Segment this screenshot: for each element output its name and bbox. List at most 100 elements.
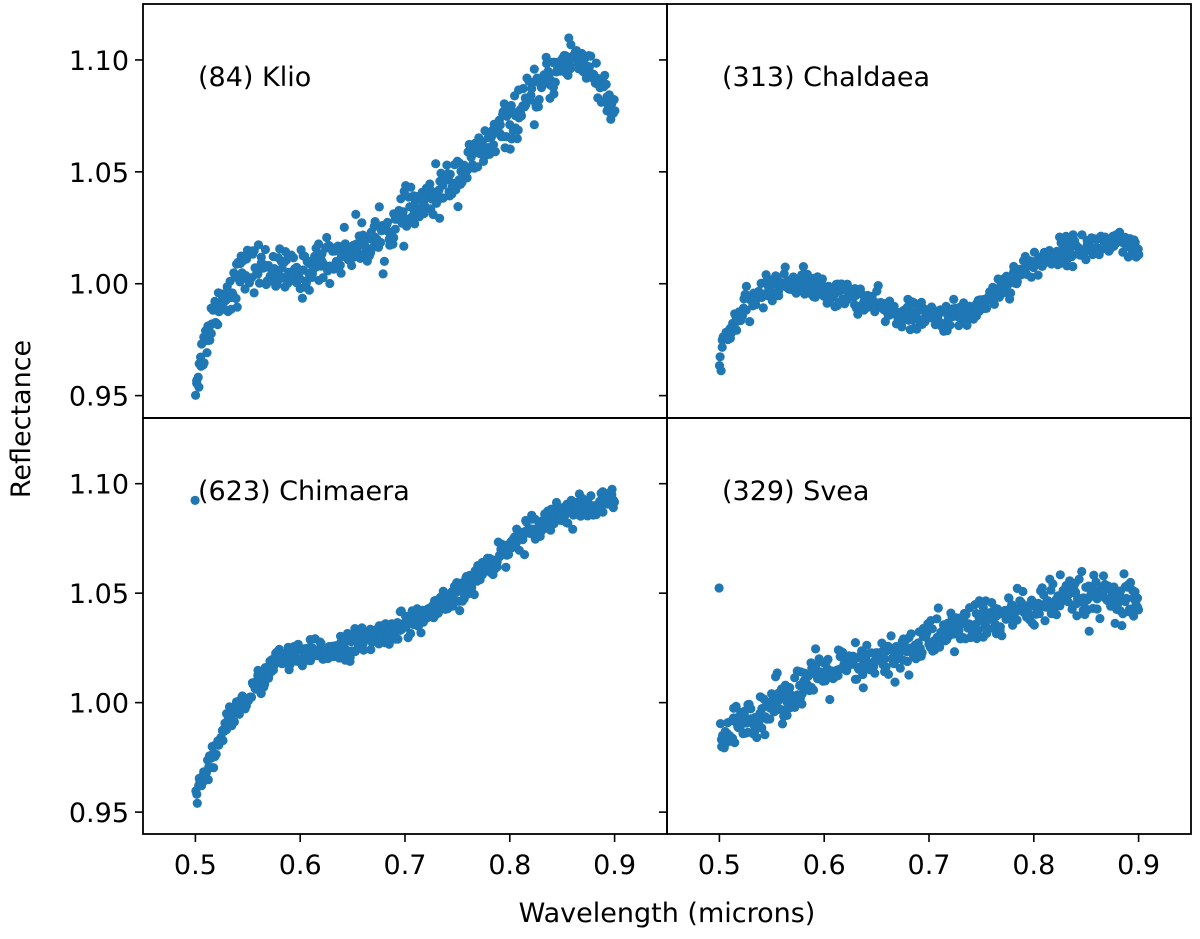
panel-1: 0.95 1.00 1.05 1.10 (84) Klio	[69, 3, 668, 419]
data-point	[586, 51, 596, 61]
data-point	[501, 562, 511, 572]
data-point	[399, 241, 409, 251]
data-point	[442, 160, 452, 170]
data-point	[379, 256, 389, 266]
x-tick-label: 0.8	[1012, 850, 1055, 881]
data-point	[1074, 574, 1084, 584]
x-tick-label: 0.8	[488, 850, 531, 881]
data-point	[213, 320, 223, 330]
data-point	[565, 64, 576, 74]
data-point	[906, 629, 916, 639]
data-point	[825, 694, 835, 705]
data-point	[897, 322, 907, 332]
data-point	[492, 562, 502, 572]
data-point	[598, 507, 608, 517]
y-tick-label: 0.95	[69, 798, 129, 829]
data-point	[730, 738, 740, 748]
data-point	[550, 77, 560, 87]
data-points	[714, 227, 1144, 376]
data-point	[335, 260, 345, 270]
data-point	[199, 358, 209, 368]
data-point	[1037, 583, 1047, 593]
data-point	[1068, 261, 1078, 272]
data-point	[249, 288, 259, 298]
x-tick-label: 0.9	[1117, 850, 1160, 881]
data-point	[232, 302, 242, 312]
data-point	[1034, 609, 1044, 619]
x-tick-label: 0.7	[384, 850, 427, 881]
data-point	[202, 348, 212, 358]
data-point	[351, 209, 361, 219]
data-point	[203, 775, 213, 785]
x-tick-label: 0.6	[803, 850, 846, 881]
data-point	[357, 218, 367, 228]
data-point	[191, 390, 201, 400]
y-tick-label: 1.05	[69, 158, 129, 189]
data-point	[513, 125, 523, 135]
data-point	[772, 668, 782, 678]
data-point	[883, 669, 894, 680]
data-point	[811, 644, 821, 654]
panel-title: (623) Chimaera	[198, 476, 410, 507]
data-point	[416, 628, 426, 638]
data-point	[325, 278, 335, 289]
data-point	[808, 685, 819, 695]
data-point	[817, 274, 828, 284]
data-point	[551, 497, 562, 508]
data-point	[359, 645, 369, 655]
data-point	[1129, 611, 1139, 621]
data-point	[760, 730, 770, 740]
data-point	[954, 626, 964, 636]
data-point	[1132, 593, 1143, 603]
data-point	[389, 233, 399, 243]
data-point	[253, 240, 264, 250]
data-point	[1029, 620, 1039, 630]
data-point	[406, 182, 416, 192]
data-point	[519, 550, 530, 560]
data-point	[904, 670, 914, 680]
data-point	[1134, 250, 1144, 260]
data-point	[1109, 582, 1119, 592]
data-point	[445, 169, 455, 179]
data-point	[1125, 577, 1136, 588]
data-point	[549, 89, 559, 99]
data-point	[206, 328, 216, 339]
data-point	[516, 111, 527, 121]
data-point	[935, 642, 945, 652]
data-point	[231, 293, 241, 304]
data-point	[193, 372, 203, 382]
data-point	[505, 144, 515, 154]
data-point	[586, 491, 596, 501]
data-point	[610, 106, 620, 116]
data-points	[714, 566, 1144, 753]
data-point	[1012, 615, 1022, 625]
data-point	[591, 58, 601, 68]
data-point	[192, 789, 202, 799]
data-point	[917, 648, 927, 658]
y-tick-label: 1.00	[69, 689, 129, 720]
data-point	[852, 674, 862, 684]
x-tick-label: 0.9	[593, 850, 636, 881]
data-point	[406, 628, 416, 639]
data-point	[1040, 616, 1050, 626]
data-point	[995, 622, 1006, 632]
data-point	[609, 497, 620, 507]
data-point	[376, 237, 386, 247]
panel-2: (313) Chaldaea	[659, 3, 1192, 419]
data-point	[410, 219, 420, 229]
data-point	[393, 634, 403, 644]
data-point	[890, 677, 900, 687]
data-point	[209, 763, 219, 773]
y-tick-label: 1.10	[69, 46, 129, 77]
data-point	[601, 79, 611, 89]
data-point	[927, 624, 937, 634]
data-point	[568, 524, 578, 534]
data-point	[347, 260, 357, 271]
data-point	[1006, 288, 1016, 298]
data-point	[1092, 604, 1102, 614]
data-point	[192, 798, 202, 808]
data-point	[961, 610, 971, 620]
data-point	[609, 95, 619, 105]
data-point	[600, 70, 610, 80]
data-point	[1121, 593, 1131, 604]
